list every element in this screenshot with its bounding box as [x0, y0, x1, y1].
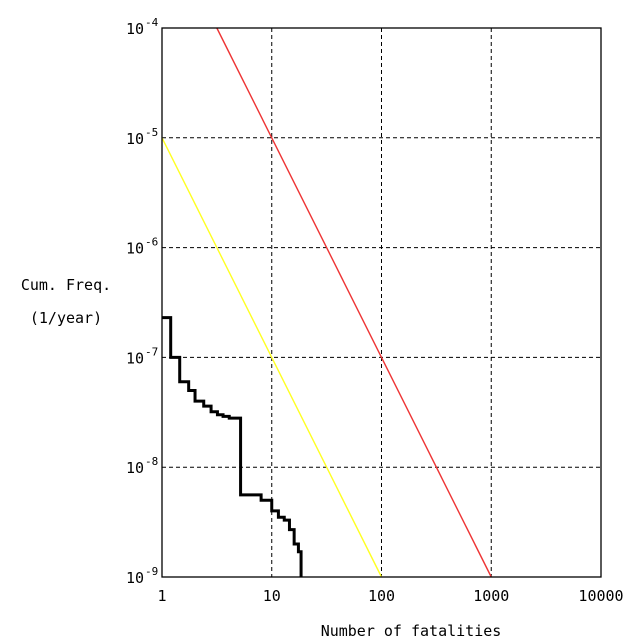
y-tick-exponent-1: -5	[145, 126, 158, 139]
x-axis-label: Number of fatalities	[321, 622, 502, 640]
x-tick-label-2: 100	[368, 587, 395, 605]
y-tick-base-4: 10	[126, 459, 144, 477]
y-tick-base-3: 10	[126, 349, 144, 367]
y-tick-exponent-5: -9	[145, 565, 158, 578]
y-tick-base-0: 10	[126, 20, 144, 38]
x-tick-label-1: 10	[263, 587, 281, 605]
criterion-line-1	[161, 137, 383, 578]
y-tick-exponent-4: -8	[145, 455, 158, 468]
y-tick-base-2: 10	[126, 240, 144, 258]
plot-frame	[161, 27, 602, 578]
y-tick-base-5: 10	[126, 569, 144, 587]
series-group	[161, 27, 492, 578]
x-tick-label-0: 1	[157, 587, 166, 605]
x-tick-label-4: 10000	[578, 587, 623, 605]
y-tick-base-1: 10	[126, 130, 144, 148]
fn-step-curve	[162, 316, 303, 577]
y-tick-exponent-0: -4	[145, 16, 159, 29]
x-tick-label-3: 1000	[473, 587, 509, 605]
y-tick-exponent-2: -6	[145, 236, 158, 249]
y-tick-exponent-3: -7	[145, 345, 158, 358]
y-axis-label-line-1: Cum. Freq.	[21, 276, 111, 294]
criterion-line-0	[216, 27, 492, 578]
y-axis-label-line-2: (1/year)	[30, 309, 102, 327]
